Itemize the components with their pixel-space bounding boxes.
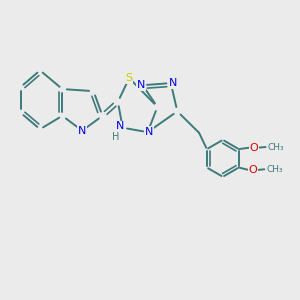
Text: N: N [116,121,124,131]
Text: N: N [169,78,177,88]
Text: O: O [249,165,257,175]
Text: N: N [78,126,86,136]
Text: CH₃: CH₃ [268,142,284,152]
Text: N: N [145,127,153,136]
Text: N: N [137,80,145,90]
Text: O: O [250,142,259,153]
Text: S: S [126,73,133,83]
Text: H: H [112,132,120,142]
Text: CH₃: CH₃ [266,165,283,174]
